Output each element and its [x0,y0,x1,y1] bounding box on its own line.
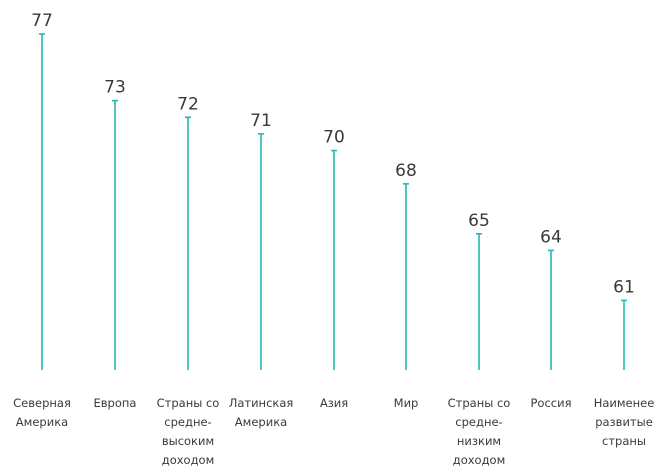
category-label-1: Европа [93,396,137,410]
category-label-3: Латинская Америка [228,396,294,429]
value-label-3: 71 [250,111,272,131]
value-label-6: 65 [468,211,490,231]
category-label-6: Страны со средне-низким доходом [447,396,511,467]
value-label-7: 64 [540,227,562,247]
category-label-0: Северная Америка [13,396,71,429]
category-label-4: Азия [319,396,349,410]
value-label-8: 61 [613,277,635,297]
value-label-2: 72 [177,94,199,114]
value-label-4: 70 [323,128,345,148]
category-label-7: Россия [530,396,572,410]
category-label-2: Страны со средне-высоким доходом [156,396,220,467]
category-label-8: Наименее развитые страны [593,396,655,448]
value-label-0: 77 [31,11,53,31]
value-label-1: 73 [104,78,126,98]
category-label-5: Мир [393,396,419,410]
value-label-5: 68 [395,161,417,181]
